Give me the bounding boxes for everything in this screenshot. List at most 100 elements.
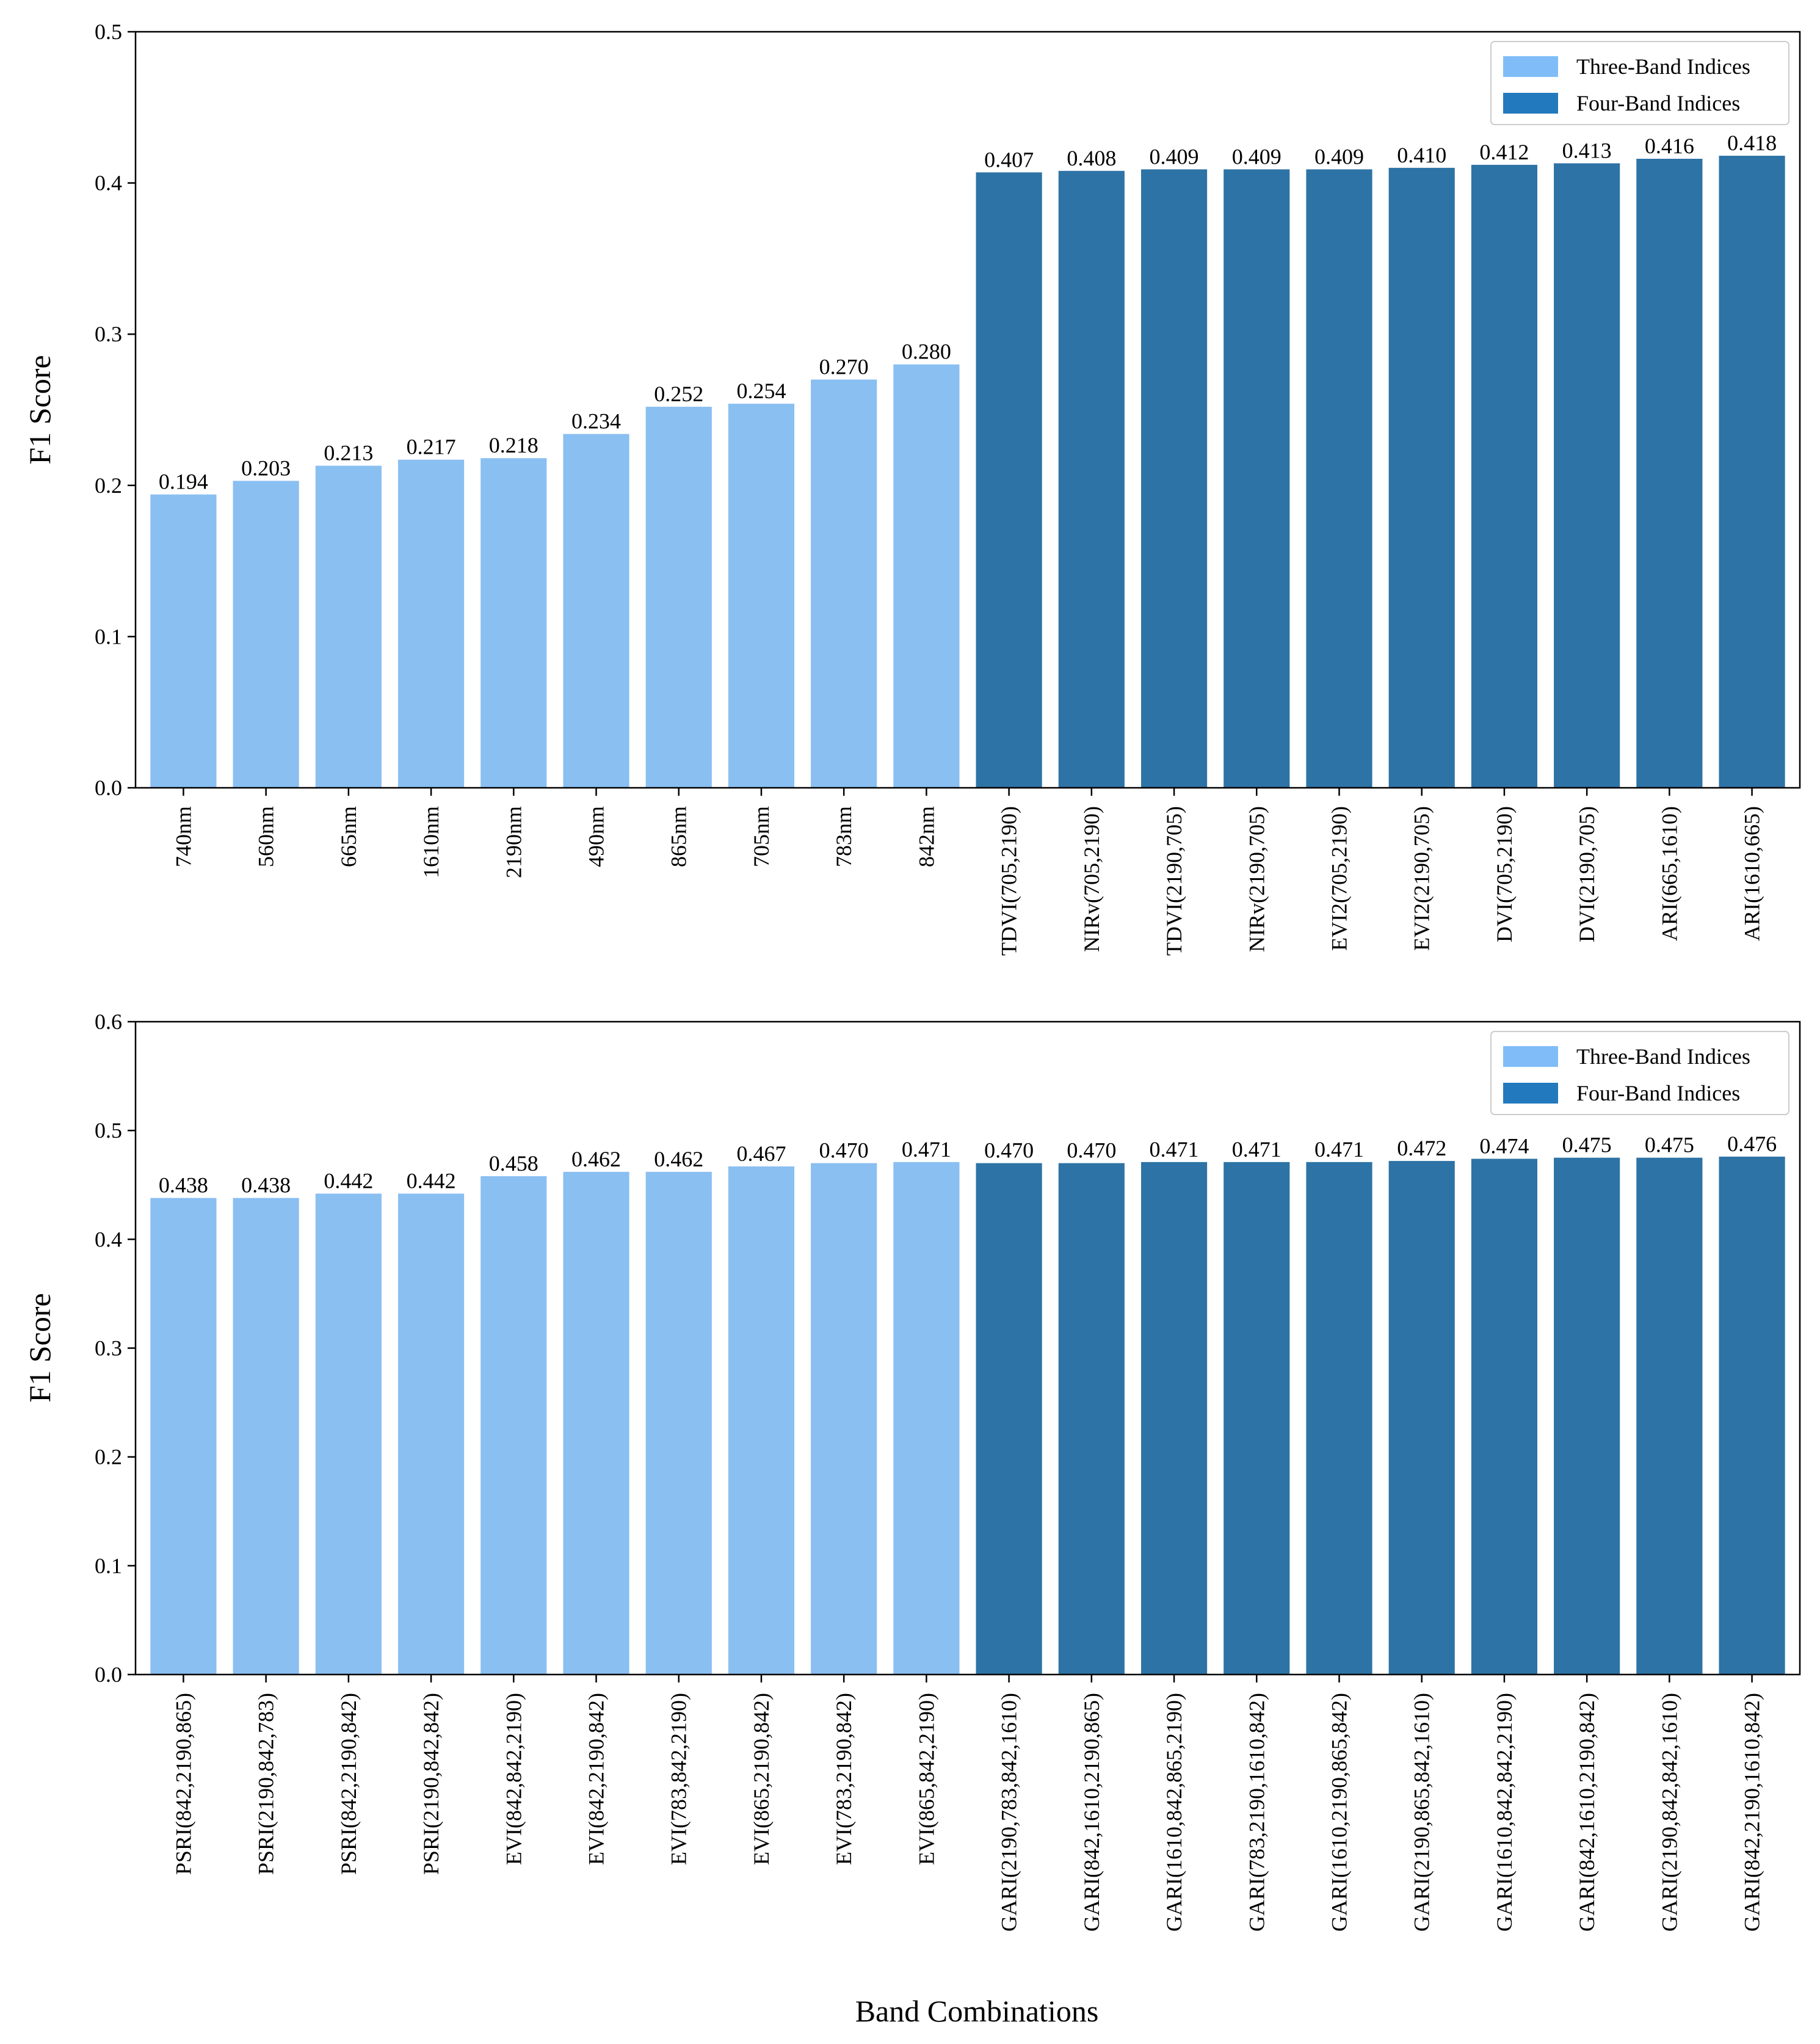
y-axis-title: F1 Score [23,355,57,464]
bar-value-label: 0.412 [1479,140,1529,164]
bar [645,407,712,788]
x-tick-label: 783nm [832,806,856,867]
y-tick-label: 0.3 [95,1336,122,1361]
bar-value-label: 0.409 [1314,144,1364,169]
bar [645,1171,712,1675]
y-tick-label: 0.1 [95,1554,122,1578]
bar [563,1171,629,1675]
bar-value-label: 0.254 [736,379,786,403]
x-tick-label: PSRI(842,2190,865) [171,1693,195,1875]
bar [1719,156,1785,788]
x-tick-label: PSRI(2190,842,783) [254,1693,278,1875]
bar-value-label: 0.413 [1562,138,1612,162]
x-tick-label: TDVI(705,2190) [997,806,1021,956]
legend-swatch-four-band [1503,93,1558,114]
bar [1306,1162,1372,1675]
legend-label-three-band: Three-Band Indices [1576,54,1750,79]
x-tick-label: PSRI(842,2190,842) [336,1693,361,1875]
bar-value-label: 0.438 [241,1173,291,1198]
x-tick-label: EVI(865,2190,842) [749,1693,774,1865]
bar [976,1163,1042,1675]
bar [1636,1157,1703,1675]
bar [397,1193,465,1675]
bar-value-label: 0.471 [1232,1137,1282,1162]
bar-value-label: 0.462 [571,1147,621,1171]
bar [1306,169,1372,788]
bar [480,458,547,788]
bar [150,1198,217,1675]
x-tick-label: 740nm [171,806,195,867]
bar [480,1176,547,1675]
bar-value-label: 0.470 [984,1138,1034,1163]
x-tick-label: GARI(1610,842,842,2190) [1492,1693,1517,1932]
bar-value-label: 0.467 [736,1141,786,1166]
bar [1058,1163,1125,1675]
plot-frame [134,1020,1801,1676]
bar [315,1193,382,1675]
x-axis-title: Band Combinations [855,1994,1099,2028]
bar-value-label: 0.470 [1067,1138,1116,1163]
bar-value-label: 0.218 [489,433,538,457]
bar [1388,1161,1455,1675]
bar-value-label: 0.475 [1645,1133,1694,1157]
x-tick-label: EVI(783,842,2190) [667,1693,691,1865]
x-tick-label: EVI2(705,2190) [1327,806,1351,951]
bar-value-label: 0.418 [1727,131,1777,155]
y-tick-label: 0.4 [95,171,122,195]
bar-value-label: 0.462 [654,1147,703,1171]
bar-value-label: 0.438 [159,1173,208,1198]
x-tick-label: 842nm [914,806,938,867]
bar [1636,158,1703,788]
bar [976,172,1042,788]
bar-value-label: 0.416 [1645,134,1694,158]
x-tick-label: DVI(705,2190) [1492,806,1517,942]
bar [1471,164,1538,788]
bar [1140,169,1208,788]
bar [1058,170,1125,788]
bar [893,1162,960,1675]
bar-value-label: 0.194 [159,470,208,494]
bar-value-label: 0.407 [984,147,1034,172]
bar-value-label: 0.217 [407,435,456,459]
bar [1140,1162,1208,1675]
bar-value-label: 0.470 [819,1138,869,1163]
bar-value-label: 0.442 [407,1169,456,1193]
bar-value-label: 0.409 [1150,144,1199,169]
y-tick-label: 0.4 [95,1227,122,1251]
bar [728,1166,795,1675]
bar-value-label: 0.472 [1397,1136,1446,1160]
y-tick-label: 0.1 [95,624,122,649]
x-tick-label: GARI(842,1610,2190,865) [1079,1693,1104,1932]
legend-swatch-four-band [1503,1083,1558,1104]
bar [1224,169,1290,788]
bar [1554,1157,1620,1675]
x-tick-label: GARI(2190,842,842,1610) [1657,1693,1681,1932]
bar-value-label: 0.409 [1232,144,1282,169]
bar-value-label: 0.410 [1397,143,1446,167]
bar-value-label: 0.476 [1727,1132,1777,1156]
x-tick-label: ARI(1610,665) [1740,806,1764,941]
y-tick-label: 0.2 [95,1445,122,1469]
bar [1224,1162,1290,1675]
bar-value-label: 0.408 [1067,146,1116,170]
legend [1490,41,1789,125]
y-tick-label: 0.6 [95,1009,122,1034]
legend-label-four-band: Four-Band Indices [1576,1081,1740,1105]
x-tick-label: GARI(842,1610,2190,842) [1575,1693,1599,1932]
bar [811,1163,877,1675]
y-tick-label: 0.2 [95,473,122,498]
bar-value-label: 0.203 [241,456,291,480]
x-tick-label: GARI(842,2190,1610,842) [1740,1693,1764,1932]
x-tick-label: GARI(2190,783,842,1610) [997,1693,1021,1932]
x-tick-label: EVI2(2190,705) [1410,806,1434,951]
plot-frame [134,31,1801,789]
bar [233,1198,299,1675]
bar [150,494,217,788]
x-tick-label: 490nm [584,806,609,867]
legend-swatch-three-band [1503,56,1558,77]
bar [811,379,877,788]
bar [1554,163,1620,788]
legend [1490,1031,1789,1115]
x-tick-label: PSRI(2190,842,842) [419,1693,443,1875]
